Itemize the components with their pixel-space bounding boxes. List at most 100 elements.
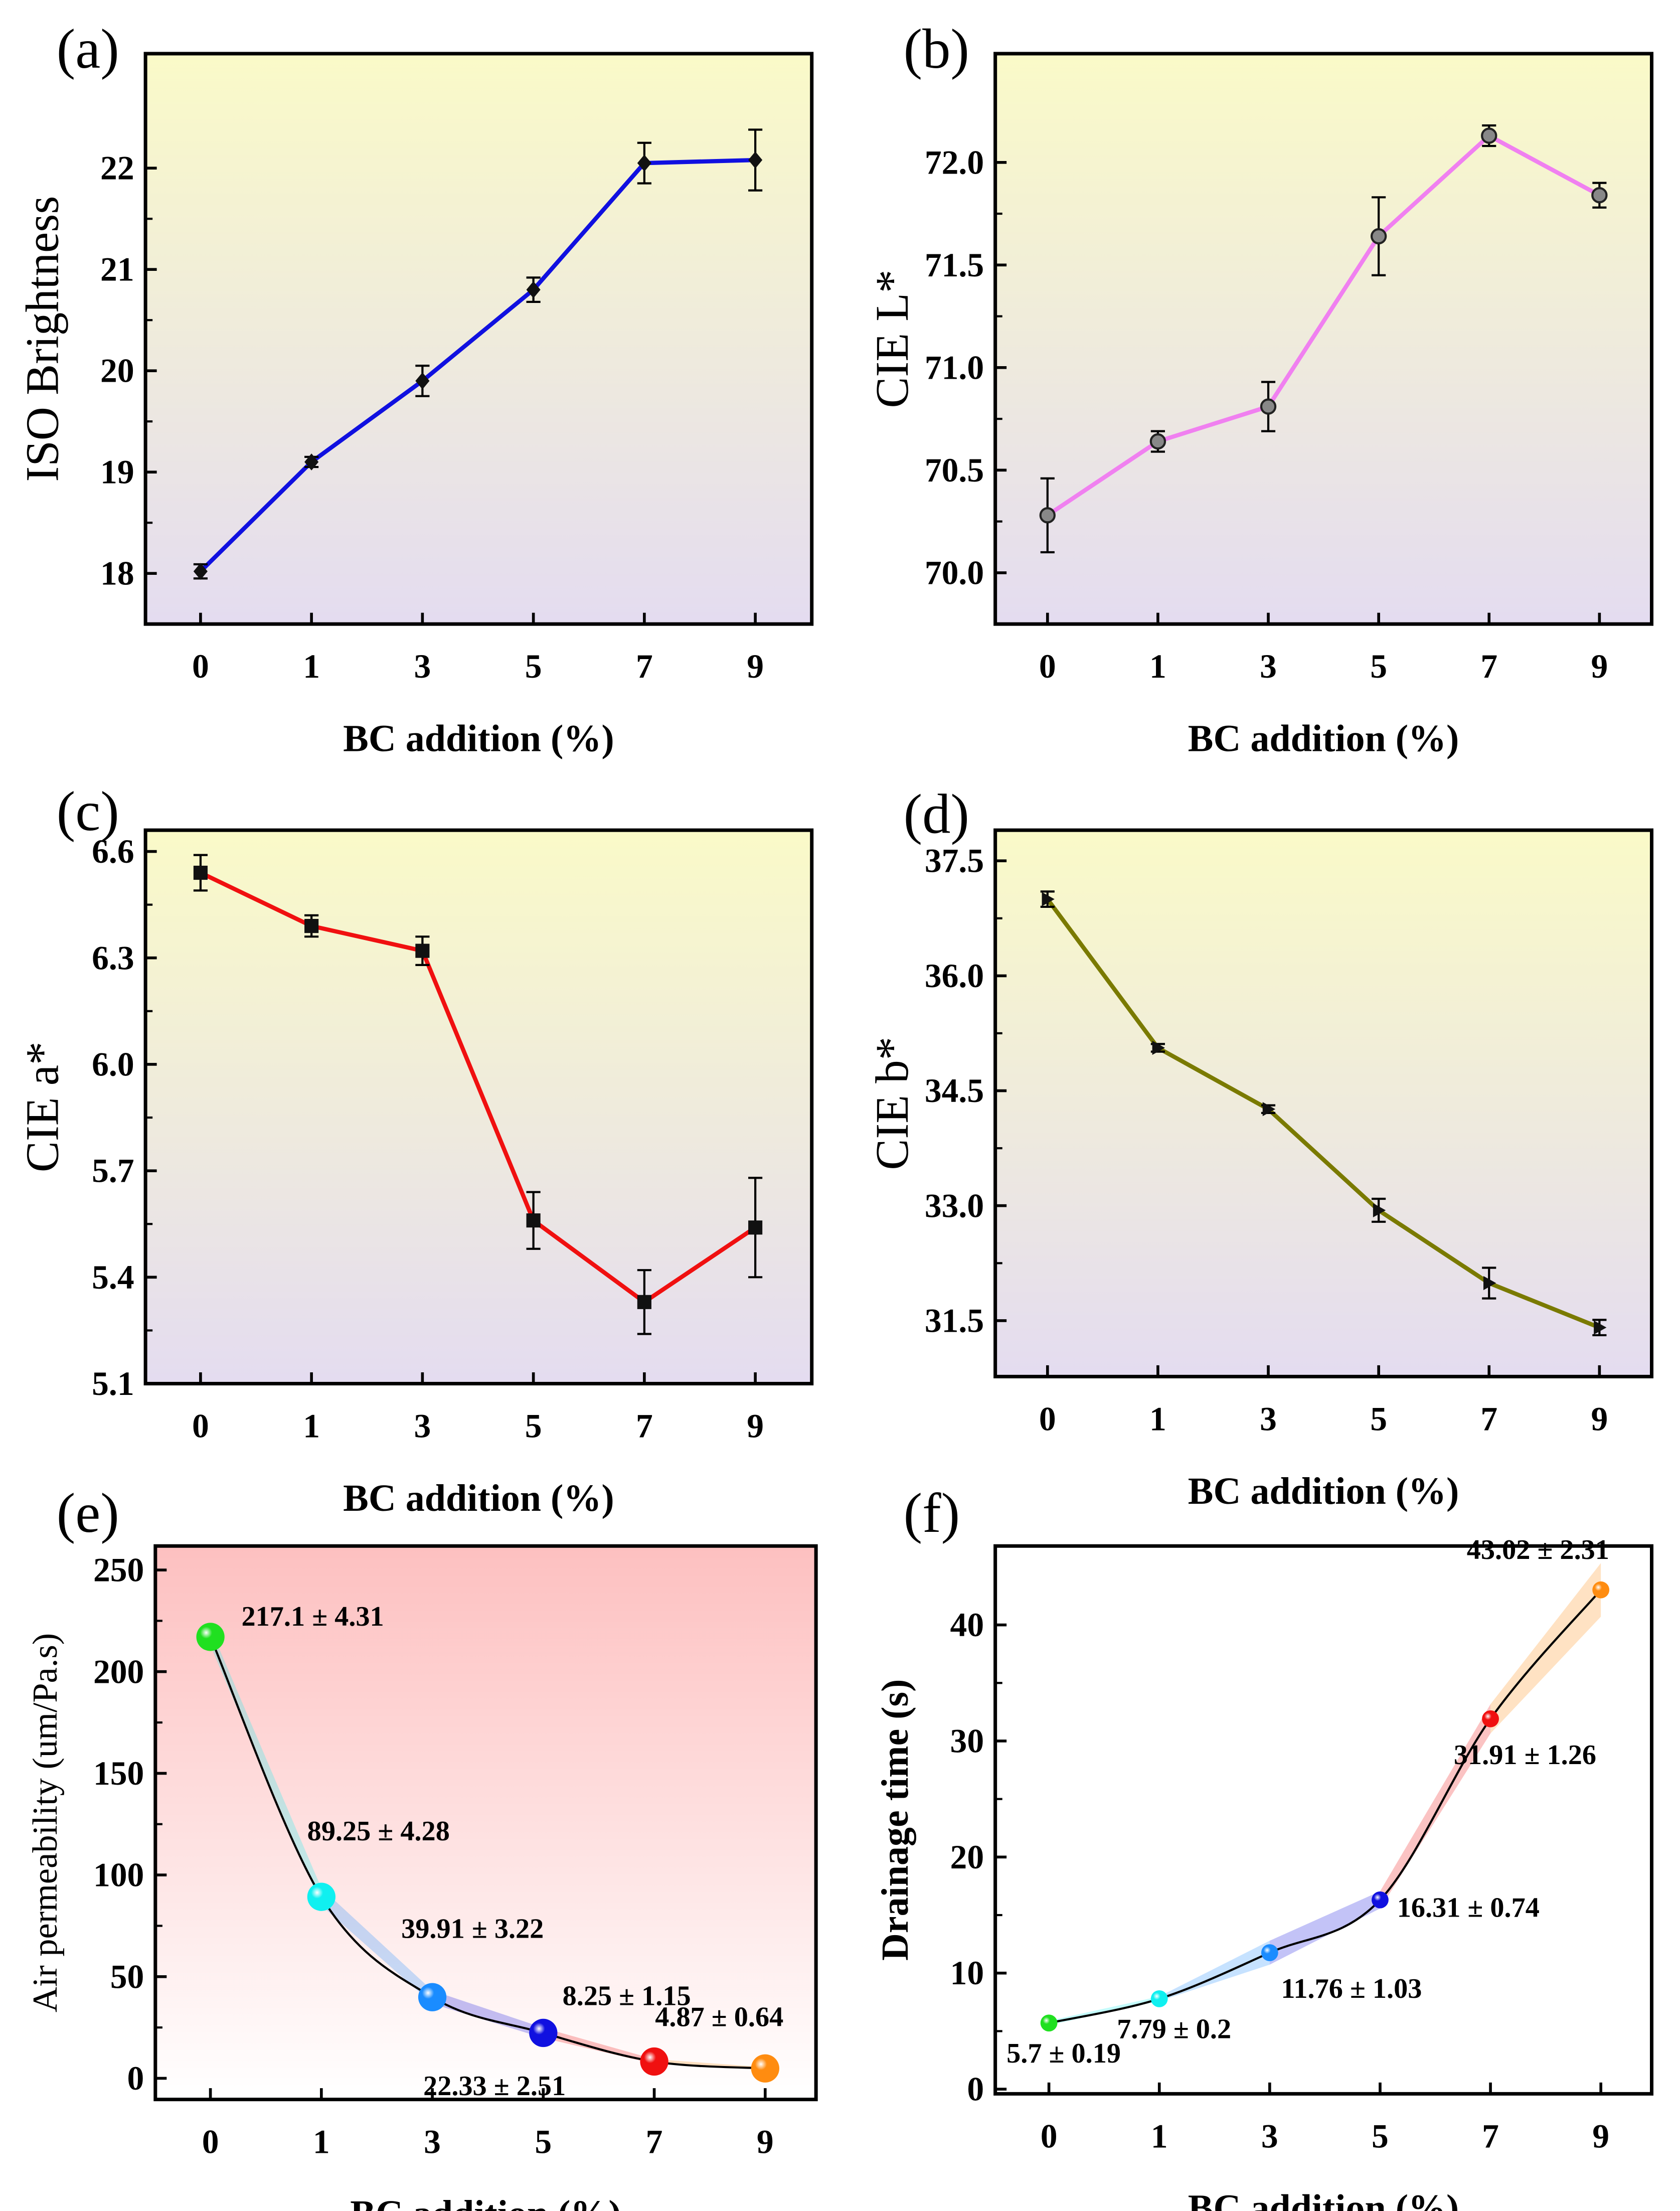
plot-background bbox=[995, 1546, 1652, 2094]
data-point bbox=[1373, 1203, 1386, 1217]
y-tick-label: 250 bbox=[93, 1551, 144, 1589]
y-tick-label: 0 bbox=[967, 2071, 984, 2108]
y-tick-label: 200 bbox=[93, 1653, 144, 1690]
data-point bbox=[1482, 1710, 1499, 1727]
data-point bbox=[196, 1623, 225, 1651]
y-axis-label: CIE b* bbox=[867, 1037, 918, 1170]
data-label: 22.33 ± 2.51 bbox=[423, 2071, 566, 2102]
series-line bbox=[1046, 898, 1600, 1330]
plot-frame bbox=[993, 1544, 1654, 2096]
data-label: 5.7 ± 0.19 bbox=[1006, 2038, 1121, 2069]
data-label: 39.91 ± 3.22 bbox=[401, 1913, 544, 1944]
data-point bbox=[1262, 1102, 1276, 1117]
x-tick-label: 5 bbox=[1372, 2117, 1389, 2155]
data-point bbox=[637, 154, 651, 172]
y-tick-label: 70.0 bbox=[925, 554, 984, 591]
data-point bbox=[193, 865, 208, 880]
y-tick-label: 6.6 bbox=[92, 833, 134, 870]
y-axis-label: Drainage time (s) bbox=[874, 1679, 916, 1961]
panel-label: (c) bbox=[57, 780, 119, 843]
y-tick-label: 50 bbox=[110, 1958, 144, 1995]
error-band bbox=[1159, 1941, 1270, 2001]
x-tick-label: 3 bbox=[414, 648, 431, 685]
data-point bbox=[1149, 433, 1166, 450]
x-axis-label: BC addition (%) bbox=[350, 2193, 621, 2211]
x-tick-label: 7 bbox=[636, 1407, 653, 1445]
error-band bbox=[321, 1888, 433, 2004]
y-tick-label: 22 bbox=[100, 149, 134, 187]
x-tick-label: 3 bbox=[1261, 2117, 1278, 2155]
x-tick-label: 5 bbox=[1370, 648, 1387, 685]
y-tick-label: 30 bbox=[950, 1722, 984, 1760]
error-band bbox=[1490, 1563, 1601, 1733]
y-tick-label: 70.5 bbox=[925, 451, 984, 489]
y-tick-label: 31.5 bbox=[925, 1302, 984, 1339]
data-point bbox=[1040, 2014, 1058, 2032]
x-axis-label: BC addition (%) bbox=[343, 717, 614, 759]
plot-background bbox=[995, 53, 1652, 624]
data-point bbox=[1042, 892, 1055, 906]
x-tick-label: 3 bbox=[1260, 648, 1277, 685]
error-band bbox=[210, 1628, 321, 1906]
plot-frame bbox=[143, 828, 814, 1386]
data-point bbox=[529, 2018, 558, 2047]
plot-frame bbox=[143, 52, 814, 626]
error-band bbox=[543, 2027, 654, 2064]
plot-background bbox=[995, 830, 1652, 1377]
panel-label: (e) bbox=[57, 1482, 119, 1544]
y-tick-label: 34.5 bbox=[925, 1072, 984, 1110]
data-point bbox=[1372, 1891, 1389, 1909]
x-tick-label: 1 bbox=[303, 1407, 320, 1445]
y-tick-label: 18 bbox=[100, 555, 134, 592]
x-axis-label: BC addition (%) bbox=[1188, 1470, 1459, 1512]
y-tick-label: 72.0 bbox=[925, 143, 984, 181]
y-tick-label: 20 bbox=[100, 352, 134, 390]
y-axis-label: ISO Brightness bbox=[17, 196, 69, 482]
y-axis-label: Air permeability (um/Pa.s) bbox=[26, 1633, 65, 2012]
x-tick-label: 0 bbox=[192, 648, 209, 685]
plot-frame bbox=[993, 52, 1654, 626]
plot-background bbox=[145, 53, 812, 624]
data-label: 16.31 ± 0.74 bbox=[1397, 1892, 1540, 1924]
y-tick-label: 0 bbox=[127, 2060, 144, 2097]
data-label: 8.25 ± 1.15 bbox=[563, 1980, 691, 2011]
x-tick-label: 9 bbox=[1591, 648, 1608, 685]
x-tick-label: 9 bbox=[1591, 1400, 1608, 1438]
y-tick-label: 21 bbox=[100, 251, 134, 288]
data-label: 11.76 ± 1.03 bbox=[1281, 1973, 1422, 2004]
y-tick-label: 10 bbox=[950, 1954, 984, 1992]
x-tick-label: 7 bbox=[646, 2123, 663, 2161]
y-tick-label: 5.4 bbox=[92, 1258, 134, 1296]
data-point bbox=[1039, 507, 1056, 524]
data-point bbox=[748, 1220, 763, 1235]
data-point bbox=[1592, 1581, 1610, 1599]
data-point bbox=[418, 1983, 447, 2011]
x-tick-label: 0 bbox=[1039, 648, 1056, 685]
y-tick-label: 36.0 bbox=[925, 957, 984, 995]
x-tick-label: 3 bbox=[424, 2123, 441, 2161]
data-label: 31.91 ± 1.26 bbox=[1454, 1740, 1596, 1771]
data-label: 89.25 ± 4.28 bbox=[307, 1816, 450, 1847]
plot-frame bbox=[153, 1544, 818, 2102]
y-tick-label: 5.1 bbox=[92, 1365, 134, 1402]
data-label: 217.1 ± 4.31 bbox=[242, 1601, 384, 1632]
data-point bbox=[640, 2047, 668, 2076]
data-point bbox=[304, 919, 319, 933]
y-tick-label: 71.0 bbox=[925, 349, 984, 386]
panel-e: (e) 0 50 100 150 200 250 0 1 3 5 7 9 BC addition (%) A… bbox=[26, 1482, 818, 2211]
panel-label: (d) bbox=[904, 783, 969, 846]
x-tick-label: 5 bbox=[1370, 1400, 1387, 1438]
y-tick-label: 40 bbox=[950, 1606, 984, 1644]
data-point bbox=[193, 563, 208, 580]
data-point bbox=[1150, 1990, 1168, 2007]
x-tick-label: 7 bbox=[636, 648, 653, 685]
x-tick-label: 7 bbox=[1480, 648, 1497, 685]
y-tick-label: 20 bbox=[950, 1838, 984, 1876]
x-axis-label: BC addition (%) bbox=[1188, 2187, 1459, 2211]
data-point bbox=[1370, 228, 1387, 245]
series-line bbox=[200, 871, 757, 1305]
x-tick-label: 0 bbox=[1039, 1400, 1056, 1438]
data-label: 4.87 ± 0.64 bbox=[655, 2001, 783, 2032]
x-tick-label: 0 bbox=[1041, 2117, 1058, 2155]
